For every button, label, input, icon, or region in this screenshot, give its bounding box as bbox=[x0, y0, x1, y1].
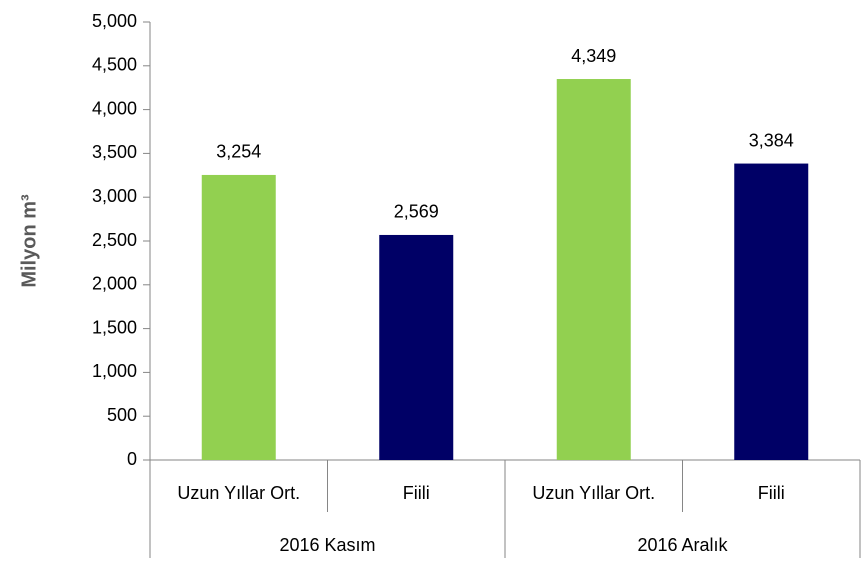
y-tick-label: 500 bbox=[107, 405, 137, 425]
bar bbox=[734, 163, 809, 461]
group-label: 2016 Aralık bbox=[637, 535, 728, 555]
y-tick-label: 5,000 bbox=[92, 11, 137, 31]
y-tick-label: 4,500 bbox=[92, 55, 137, 75]
x-tick-label: Uzun Yıllar Ort. bbox=[177, 483, 300, 503]
x-tick-label: Uzun Yıllar Ort. bbox=[532, 483, 655, 503]
bar bbox=[556, 79, 631, 461]
y-tick-label: 0 bbox=[127, 449, 137, 469]
y-tick-label: 1,500 bbox=[92, 317, 137, 337]
y-axis-label: Milyon m³ bbox=[18, 194, 40, 288]
x-tick-label: Fiili bbox=[758, 483, 785, 503]
y-tick-label: 2,500 bbox=[92, 230, 137, 250]
group-label: 2016 Kasım bbox=[279, 535, 375, 555]
value-label: 3,384 bbox=[749, 130, 794, 150]
value-label: 3,254 bbox=[216, 142, 261, 162]
bar bbox=[379, 234, 454, 460]
y-tick-label: 3,000 bbox=[92, 186, 137, 206]
y-tick-label: 2,000 bbox=[92, 274, 137, 294]
x-tick-label: Fiili bbox=[403, 483, 430, 503]
y-tick-label: 1,000 bbox=[92, 361, 137, 381]
value-label: 2,569 bbox=[394, 202, 439, 222]
bar bbox=[201, 174, 276, 461]
y-tick-label: 3,500 bbox=[92, 142, 137, 162]
value-label: 4,349 bbox=[571, 46, 616, 66]
y-tick-label: 4,000 bbox=[92, 98, 137, 118]
